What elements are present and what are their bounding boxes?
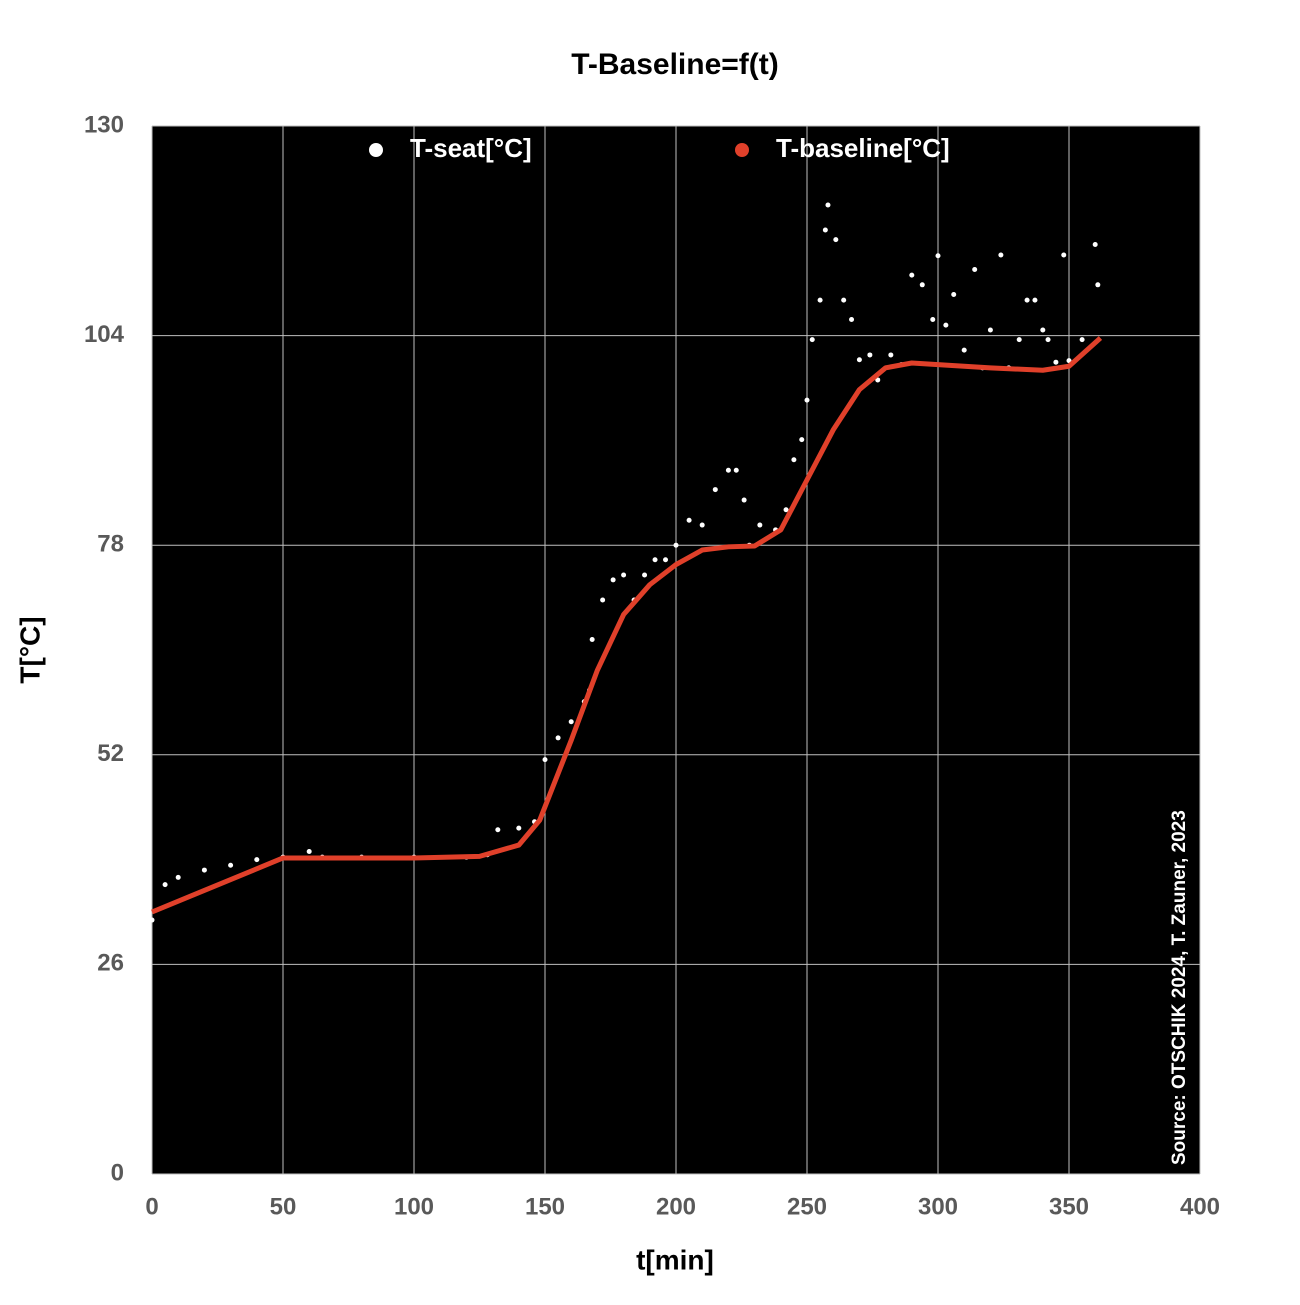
data-point — [998, 252, 1004, 258]
y-tick-label: 0 — [111, 1159, 124, 1186]
data-point — [1095, 282, 1101, 288]
data-point — [919, 282, 925, 288]
data-point — [930, 316, 936, 322]
data-point — [741, 497, 747, 503]
data-point — [568, 719, 574, 725]
data-point — [699, 522, 705, 528]
data-point — [686, 517, 692, 523]
data-point — [961, 347, 967, 353]
y-axis-label: T[°C] — [14, 616, 45, 683]
data-point — [856, 357, 862, 363]
legend-marker — [369, 143, 383, 157]
annotation: Source: OTSCHIK 2024, T. Zauner, 2023 — [1169, 810, 1190, 1165]
data-point — [306, 849, 312, 855]
x-tick-label: 200 — [656, 1193, 696, 1220]
x-tick-label: 150 — [525, 1193, 565, 1220]
data-point — [757, 522, 763, 528]
x-tick-label: 50 — [270, 1193, 297, 1220]
y-tick-label: 78 — [97, 531, 124, 558]
data-point — [943, 322, 949, 328]
legend-marker — [735, 143, 749, 157]
y-tick-label: 26 — [97, 950, 124, 977]
x-tick-label: 0 — [145, 1193, 158, 1220]
y-tick-label: 104 — [84, 321, 125, 348]
x-tick-label: 400 — [1180, 1193, 1220, 1220]
x-tick-label: 100 — [394, 1193, 434, 1220]
baseline-line — [151, 336, 1103, 915]
data-point — [589, 637, 595, 643]
data-point — [149, 917, 155, 923]
data-point — [1061, 252, 1067, 258]
data-point — [799, 437, 805, 443]
data-point — [673, 542, 679, 548]
data-point — [1016, 337, 1022, 343]
data-point — [825, 202, 831, 208]
x-axis-label: t[min] — [636, 1244, 714, 1275]
data-point — [663, 557, 669, 563]
y-tick-label: 52 — [97, 740, 124, 767]
data-point — [555, 735, 561, 741]
data-point — [804, 397, 810, 403]
data-point — [841, 297, 847, 303]
data-point — [254, 857, 260, 863]
data-point — [833, 237, 839, 243]
data-point — [621, 572, 627, 578]
data-point — [712, 487, 718, 493]
data-point — [1024, 297, 1030, 303]
data-point — [495, 827, 501, 833]
legend-label: T-seat[°C] — [410, 133, 532, 163]
legend-label: T-baseline[°C] — [776, 133, 950, 163]
data-point — [987, 327, 993, 333]
data-point — [867, 352, 873, 358]
data-point — [162, 882, 168, 888]
x-tick-label: 300 — [918, 1193, 958, 1220]
data-point — [600, 597, 606, 603]
data-point — [972, 266, 978, 272]
data-point — [642, 572, 648, 578]
data-point — [725, 467, 731, 473]
data-point — [951, 291, 957, 297]
data-point — [1040, 327, 1046, 333]
x-tick-label: 350 — [1049, 1193, 1089, 1220]
data-point — [516, 825, 522, 831]
data-point — [610, 577, 616, 583]
data-point — [875, 377, 881, 383]
data-point — [228, 862, 234, 868]
data-point — [1045, 337, 1051, 343]
y-tick-label: 130 — [84, 111, 124, 138]
data-point — [1079, 337, 1085, 343]
data-point — [733, 467, 739, 473]
data-point — [935, 253, 941, 259]
data-point — [1032, 297, 1038, 303]
data-point — [1053, 359, 1059, 365]
x-tick-label: 250 — [787, 1193, 827, 1220]
data-point — [175, 874, 181, 880]
chart-title: T-Baseline=f(t) — [571, 48, 779, 81]
data-point — [822, 227, 828, 233]
data-point — [849, 316, 855, 322]
data-point — [791, 457, 797, 463]
data-point — [201, 867, 207, 873]
data-point — [809, 337, 815, 343]
data-point — [783, 507, 789, 513]
data-point — [909, 272, 915, 278]
data-point — [817, 297, 823, 303]
data-point — [1092, 242, 1098, 248]
data-point — [542, 757, 548, 763]
data-point — [652, 557, 658, 563]
data-point — [888, 352, 894, 358]
